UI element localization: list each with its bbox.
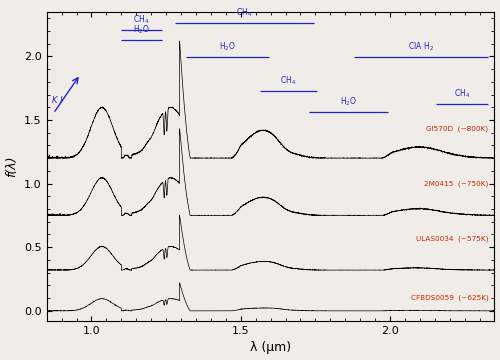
Text: CH$_4$: CH$_4$ [236, 6, 252, 19]
Text: CIA H$_2$: CIA H$_2$ [408, 41, 434, 53]
Y-axis label: f(λ): f(λ) [6, 156, 18, 177]
Text: CH$_4$: CH$_4$ [134, 14, 150, 26]
X-axis label: λ (μm): λ (μm) [250, 341, 291, 355]
Text: K I: K I [52, 96, 62, 105]
Text: 2M0415  (~750K): 2M0415 (~750K) [424, 180, 488, 187]
Text: CH$_4$: CH$_4$ [454, 88, 470, 100]
Text: CH$_4$: CH$_4$ [280, 75, 296, 87]
Text: CFBDS0059  (~625K): CFBDS0059 (~625K) [410, 295, 488, 301]
Text: H$_2$O: H$_2$O [340, 95, 357, 108]
Text: H$_2$O: H$_2$O [219, 41, 236, 53]
Text: H$_2$O: H$_2$O [133, 23, 150, 36]
Text: Gl570D  (~800K): Gl570D (~800K) [426, 126, 488, 132]
Text: ULAS0034  (~575K): ULAS0034 (~575K) [416, 235, 488, 242]
